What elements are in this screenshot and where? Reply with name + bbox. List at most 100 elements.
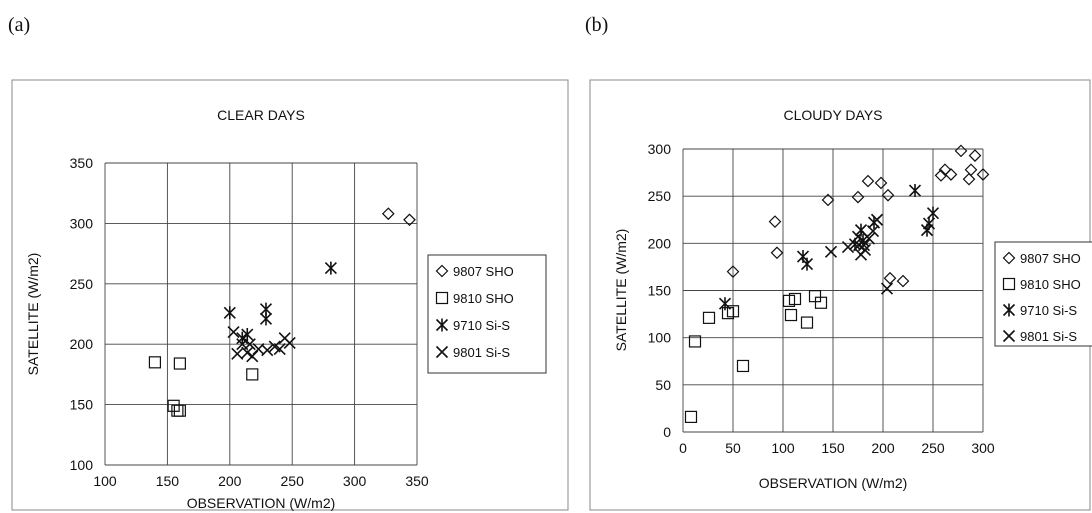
- cloudy-data-point: [881, 188, 895, 202]
- clear-data-point: [223, 306, 236, 320]
- clear-legend: 9807 SHO 9810 SHO 9710 Si-S 9801 Si-S: [427, 254, 547, 374]
- clear-y-tick-label: 150: [70, 397, 94, 413]
- cloudy-data-point: [718, 297, 732, 311]
- clear-legend-marker: [435, 345, 449, 359]
- cloudy-series-9710-si-s: [718, 184, 940, 311]
- clear-x-tick-label: 300: [343, 473, 367, 489]
- cloudy-data-point: [788, 292, 802, 306]
- clear-y-tick-label: 350: [70, 155, 94, 171]
- clear-data-point: [236, 331, 249, 345]
- clear-x-tick-label: 200: [218, 473, 242, 489]
- clear-series-9710-si-s: [223, 261, 337, 345]
- clear-data-point: [167, 399, 180, 412]
- cloudy-series-9807-sho: [726, 144, 990, 288]
- cloudy-chart-title: CLOUDY DAYS: [783, 107, 882, 123]
- cloudy-x-tick-label: 150: [821, 440, 845, 456]
- cloudy-x-tick-label: 250: [921, 440, 945, 456]
- cloudy-x-tick-label: 0: [679, 440, 687, 456]
- cloudy-x-axis-label: OBSERVATION (W/m2): [759, 475, 908, 491]
- cloudy-data-point: [702, 311, 716, 324]
- cloudy-y-tick-label: 200: [648, 235, 672, 251]
- clear-y-axis-label: SATELLITE (W/m2): [25, 253, 41, 376]
- cloudy-y-tick-label: 100: [648, 330, 672, 346]
- clear-x-tick-label: 250: [281, 473, 305, 489]
- cloudy-data-point: [736, 359, 750, 373]
- cloudy-data-point: [824, 245, 838, 258]
- cloudy-legend-label: 9801 Si-S: [1020, 329, 1077, 344]
- clear-data-point: [283, 336, 296, 350]
- clear-data-point: [243, 338, 256, 351]
- cloudy-data-point: [857, 239, 871, 252]
- clear-legend-label: 9810 SHO: [453, 291, 514, 306]
- cloudy-data-point: [954, 144, 968, 158]
- cloudy-data-point: [684, 410, 698, 424]
- cloudy-y-tick-label: 250: [648, 188, 672, 204]
- cloudy-data-point: [870, 213, 884, 226]
- cloudy-data-point: [964, 163, 978, 177]
- cloudy-legend-label: 9807 SHO: [1020, 251, 1081, 266]
- cloudy-data-point: [858, 243, 872, 257]
- clear-x-tick-label: 100: [93, 473, 117, 489]
- clear-legend-marker: [435, 291, 449, 305]
- clear-x-tick-label: 350: [405, 473, 429, 489]
- cloudy-legend: 9807 SHO 9810 SHO 9710 Si-S 9801 Si-S: [994, 241, 1092, 347]
- cloudy-legend-box: [994, 241, 1092, 347]
- cloudy-y-tick-label: 50: [655, 377, 671, 393]
- clear-series-9801-si-s: [227, 326, 296, 363]
- cloudy-y-tick-label: 300: [648, 141, 672, 157]
- cloudy-x-tick-label: 200: [871, 440, 895, 456]
- clear-data-point: [246, 368, 259, 381]
- cloudy-data-point: [968, 149, 982, 162]
- clear-series-9810-sho: [148, 356, 259, 417]
- clear-data-point: [381, 207, 395, 221]
- clear-data-point: [231, 347, 244, 360]
- panel-b-label: (b): [585, 14, 609, 36]
- cloudy-data-point: [821, 193, 835, 207]
- cloudy-data-point: [841, 241, 855, 254]
- clear-chart-title: CLEAR DAYS: [217, 107, 305, 123]
- clear-data-point: [171, 404, 184, 417]
- clear-data-point: [173, 357, 186, 370]
- clear-legend-label: 9710 Si-S: [453, 318, 510, 333]
- cloudy-data-point: [851, 230, 865, 243]
- cloudy-data-point: [800, 257, 814, 271]
- clear-data-point: [273, 342, 286, 356]
- cloudy-legend-marker: [1002, 277, 1016, 291]
- cloudy-data-point: [922, 217, 936, 231]
- cloudy-y-tick-label: 0: [663, 424, 671, 440]
- cloudy-x-tick-label: 100: [771, 440, 795, 456]
- cloudy-data-point: [784, 308, 798, 322]
- clear-legend-label: 9807 SHO: [453, 264, 514, 279]
- cloudy-y-tick-label: 150: [648, 283, 672, 299]
- cloudy-data-point: [962, 172, 976, 186]
- clear-x-tick-label: 150: [156, 473, 180, 489]
- cloudy-data-point: [866, 225, 880, 238]
- cloudy-data-point: [800, 316, 814, 329]
- cloudy-data-point: [726, 265, 740, 278]
- cloudy-x-tick-label: 300: [971, 440, 995, 456]
- cloudy-data-point: [880, 282, 894, 295]
- cloudy-data-point: [688, 335, 702, 348]
- clear-data-point: [173, 404, 186, 417]
- cloudy-data-point: [862, 232, 876, 245]
- cloudy-legend-marker: [1002, 329, 1016, 343]
- clear-x-axis-label: OBSERVATION (W/m2): [187, 495, 336, 511]
- clear-series-9807-sho: [381, 207, 416, 227]
- clear-y-tick-label: 100: [70, 457, 94, 473]
- clear-y-tick-label: 250: [70, 276, 94, 292]
- cloudy-data-point: [726, 305, 740, 318]
- clear-data-point: [227, 326, 240, 339]
- cloudy-series-9810-sho: [684, 290, 828, 424]
- clear-legend-marker: [435, 264, 449, 278]
- clear-data-point: [259, 312, 273, 326]
- cloudy-data-point: [883, 271, 897, 285]
- clear-data-point: [261, 344, 274, 357]
- cloudy-x-tick-label: 50: [725, 440, 741, 456]
- panel-a-label: (a): [8, 14, 31, 36]
- cloudy-data-point: [768, 215, 782, 228]
- cloudy-data-point: [874, 176, 888, 190]
- clear-data-point: [403, 213, 416, 227]
- clear-legend-label: 9801 Si-S: [453, 345, 510, 360]
- clear-legend-box: [427, 254, 547, 374]
